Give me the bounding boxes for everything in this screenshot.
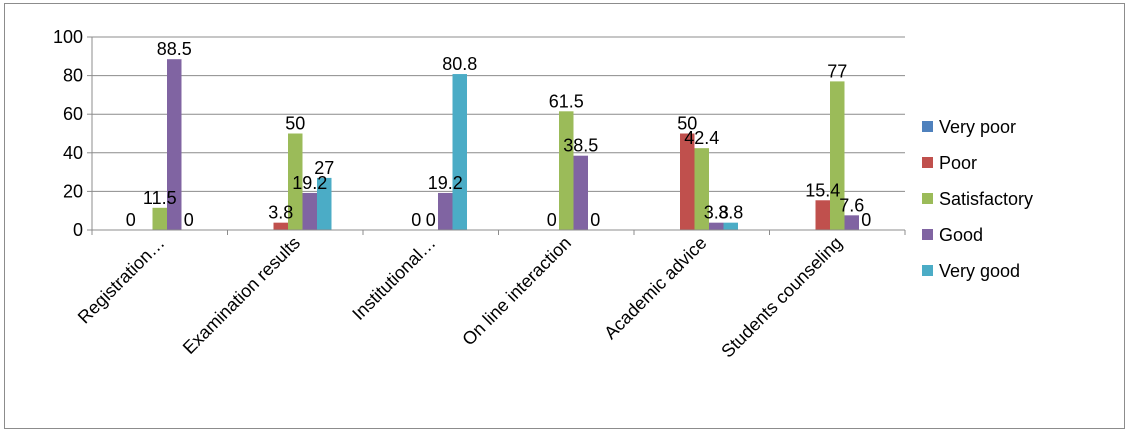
data-label: 0 [184,210,194,230]
legend-item: Satisfactory [922,189,1033,209]
x-tick-label: Students counseling [717,233,846,362]
data-label: 11.5 [143,188,177,208]
data-label: 77 [827,61,847,81]
bar [573,155,588,230]
legend-label: Very poor [939,117,1016,137]
bar [844,215,859,230]
data-label: 38.5 [563,136,598,156]
data-label: 0 [547,210,557,230]
data-label: 50 [285,114,305,134]
bar [694,148,709,230]
x-tick-label: Academic advice [600,233,710,343]
bar [152,207,167,230]
bar [288,133,303,230]
data-label: 0 [590,210,600,230]
x-tick-label: On line interaction [458,233,575,350]
legend-swatch [922,157,933,168]
data-label: 3.8 [718,203,743,223]
data-label: 19.2 [428,173,463,193]
y-tick-label: 0 [73,220,83,240]
y-tick-label: 80 [63,66,83,86]
data-label: 42.4 [684,128,719,148]
legend-item: Poor [922,153,977,173]
data-label: 61.5 [549,91,584,111]
legend-swatch [922,193,933,204]
data-label: 88.5 [157,39,192,59]
y-tick-label: 20 [63,181,83,201]
legend-label: Poor [939,153,977,173]
legend-label: Very good [939,261,1020,281]
x-tick-labels: Registration… Examination results Institut… [74,233,846,362]
data-label: 27 [314,158,334,178]
bar [317,177,332,230]
data-label: 3.8 [268,203,293,223]
data-label: 50 [677,114,697,134]
bar [815,200,830,230]
x-tick-label: Registration… [74,233,169,328]
data-label: 19.2 [292,173,327,193]
legend-swatch [922,265,933,276]
legend-item: Very good [922,261,1020,281]
chart-frame: 0 20 40 60 80 100 Registration… Examination re… [4,3,1125,429]
bar [723,222,738,230]
legend-swatch [922,229,933,240]
y-tick-labels: 0 20 40 60 80 100 [53,27,83,240]
data-label: 0 [861,210,871,230]
bar [709,222,724,230]
bar [680,133,695,230]
legend-label: Good [939,225,983,245]
bar [452,74,467,230]
bar [273,222,288,230]
gridlines [92,36,905,192]
y-tick-label: 60 [63,104,83,124]
x-tick-label: Institutional… [348,233,439,324]
legend-item: Very poor [922,117,1016,137]
legend-item: Good [922,225,983,245]
data-label: 0 [426,210,436,230]
data-label: 80.8 [442,54,477,74]
data-label: 3.8 [704,203,729,223]
bar [438,192,453,230]
bar [559,111,574,230]
data-label: 0 [126,210,136,230]
x-tick-label: Examination results [179,233,304,358]
bar [302,192,317,230]
legend: Very poor Poor Satisfactory Good Very good [922,117,1033,281]
data-label: 15.4 [805,180,840,200]
bars [152,59,859,230]
legend-swatch [922,121,933,132]
bar [830,81,845,230]
data-label: 0 [411,210,421,230]
bar-chart: 0 20 40 60 80 100 Registration… Examination re… [53,27,1033,362]
axes [87,36,906,235]
y-tick-label: 100 [53,27,83,47]
bar [167,59,182,230]
data-label: 7.6 [839,195,864,215]
y-tick-label: 40 [63,143,83,163]
legend-label: Satisfactory [939,189,1033,209]
